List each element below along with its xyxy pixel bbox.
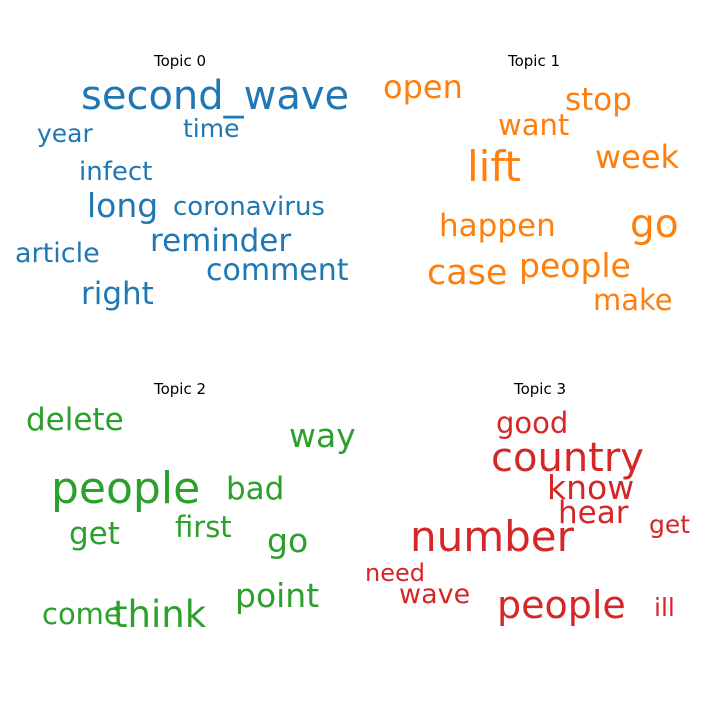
topic-0-word: year — [37, 119, 93, 148]
topic-0-word: second_wave — [81, 73, 350, 119]
topic-3-word: people — [497, 583, 626, 627]
topic-3-word: ill — [654, 593, 675, 622]
topic-2-word: go — [267, 521, 309, 560]
topic-1-title: Topic 1 — [507, 52, 561, 70]
topic-3-word: good — [496, 406, 569, 440]
topic-0-word: right — [81, 276, 154, 312]
topic-0-word: reminder — [150, 223, 292, 259]
topic-2-word: way — [289, 416, 356, 455]
topic-1-word: lift — [467, 142, 521, 191]
topic-0-cloud: second_wave time year infect long corona… — [0, 0, 360, 360]
topic-3-word: need — [365, 559, 425, 587]
topic-3-word: wave — [399, 579, 471, 610]
topic-0-panel: Topic 0 second_wave time year infect lon… — [0, 0, 360, 360]
topic-1-word: go — [630, 202, 679, 247]
topic-0-word: article — [15, 238, 100, 269]
topic-3-word: get — [649, 510, 691, 539]
topic-1-word: make — [593, 283, 673, 317]
topic-2-cloud: delete way people bad get first go point… — [0, 328, 360, 688]
topic-1-cloud: open stop want lift week go happen peopl… — [360, 0, 720, 360]
topic-3-word: hear — [558, 495, 629, 531]
topic-3-panel: Topic 3 good country know hear get numbe… — [360, 328, 720, 688]
topic-1-word: happen — [439, 208, 556, 244]
topic-2-title: Topic 2 — [153, 380, 207, 398]
topic-3-cloud: good country know hear get number need w… — [360, 328, 720, 688]
topic-2-word: people — [51, 463, 201, 514]
topic-1-panel: Topic 1 open stop want lift week go happ… — [360, 0, 720, 360]
topic-2-panel: Topic 2 delete way people bad get first … — [0, 328, 360, 688]
topic-1-word: case — [427, 253, 508, 293]
topic-3-word: number — [410, 512, 574, 561]
topic-2-word: think — [113, 593, 207, 636]
topic-2-word: bad — [226, 471, 285, 507]
topic-0-word: long — [87, 186, 159, 225]
topic-2-word: get — [69, 516, 120, 552]
topic-0-word: infect — [79, 157, 153, 187]
topic-2-word: delete — [26, 402, 124, 438]
topic-2-word: first — [175, 510, 232, 544]
topic-3-word: know — [547, 468, 635, 507]
topic-0-word: coronavirus — [173, 192, 325, 222]
topic-0-title: Topic 0 — [153, 52, 207, 70]
topic-1-word: want — [498, 108, 570, 142]
topic-0-word: time — [183, 114, 240, 143]
topic-3-word: country — [491, 435, 644, 481]
topic-1-word: stop — [565, 82, 632, 118]
topic-1-word: open — [383, 68, 463, 106]
topic-1-word: week — [595, 138, 680, 176]
topic-2-word: come — [42, 597, 122, 631]
topic-2-word: point — [235, 576, 320, 615]
topic-0-word: comment — [206, 253, 349, 288]
topic-3-title: Topic 3 — [513, 380, 567, 398]
topic-1-word: people — [519, 246, 631, 285]
